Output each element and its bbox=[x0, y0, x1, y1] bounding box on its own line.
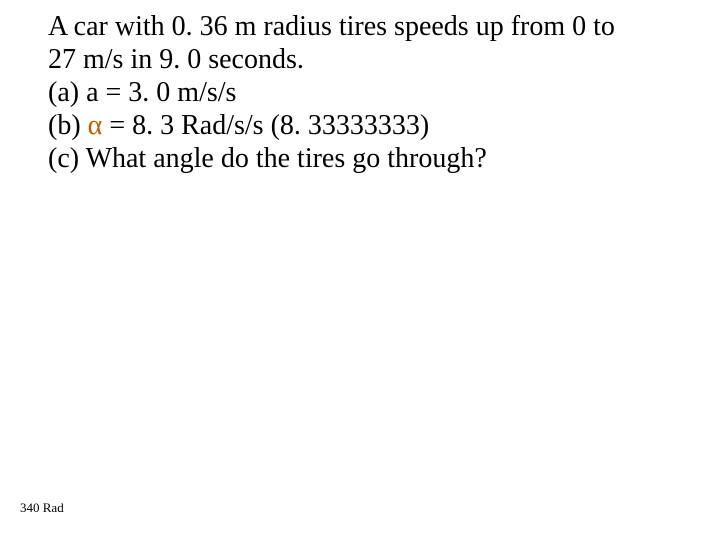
problem-line-2: 27 m/s in 9. 0 seconds. bbox=[48, 43, 680, 76]
alpha-symbol: α bbox=[88, 110, 103, 141]
problem-line-a: (a) a = 3. 0 m/s/s bbox=[48, 76, 680, 109]
line-b-prefix: (b) bbox=[48, 110, 88, 141]
problem-text-block: A car with 0. 36 m radius tires speeds u… bbox=[48, 10, 680, 175]
problem-line-c: (c) What angle do the tires go through? bbox=[48, 142, 680, 175]
problem-line-b: (b) α = 8. 3 Rad/s/s (8. 33333333) bbox=[48, 109, 680, 142]
slide: A car with 0. 36 m radius tires speeds u… bbox=[0, 0, 720, 540]
problem-line-1: A car with 0. 36 m radius tires speeds u… bbox=[48, 10, 680, 43]
answer-footer: 340 Rad bbox=[20, 500, 64, 516]
line-b-suffix: = 8. 3 Rad/s/s (8. 33333333) bbox=[102, 110, 429, 141]
